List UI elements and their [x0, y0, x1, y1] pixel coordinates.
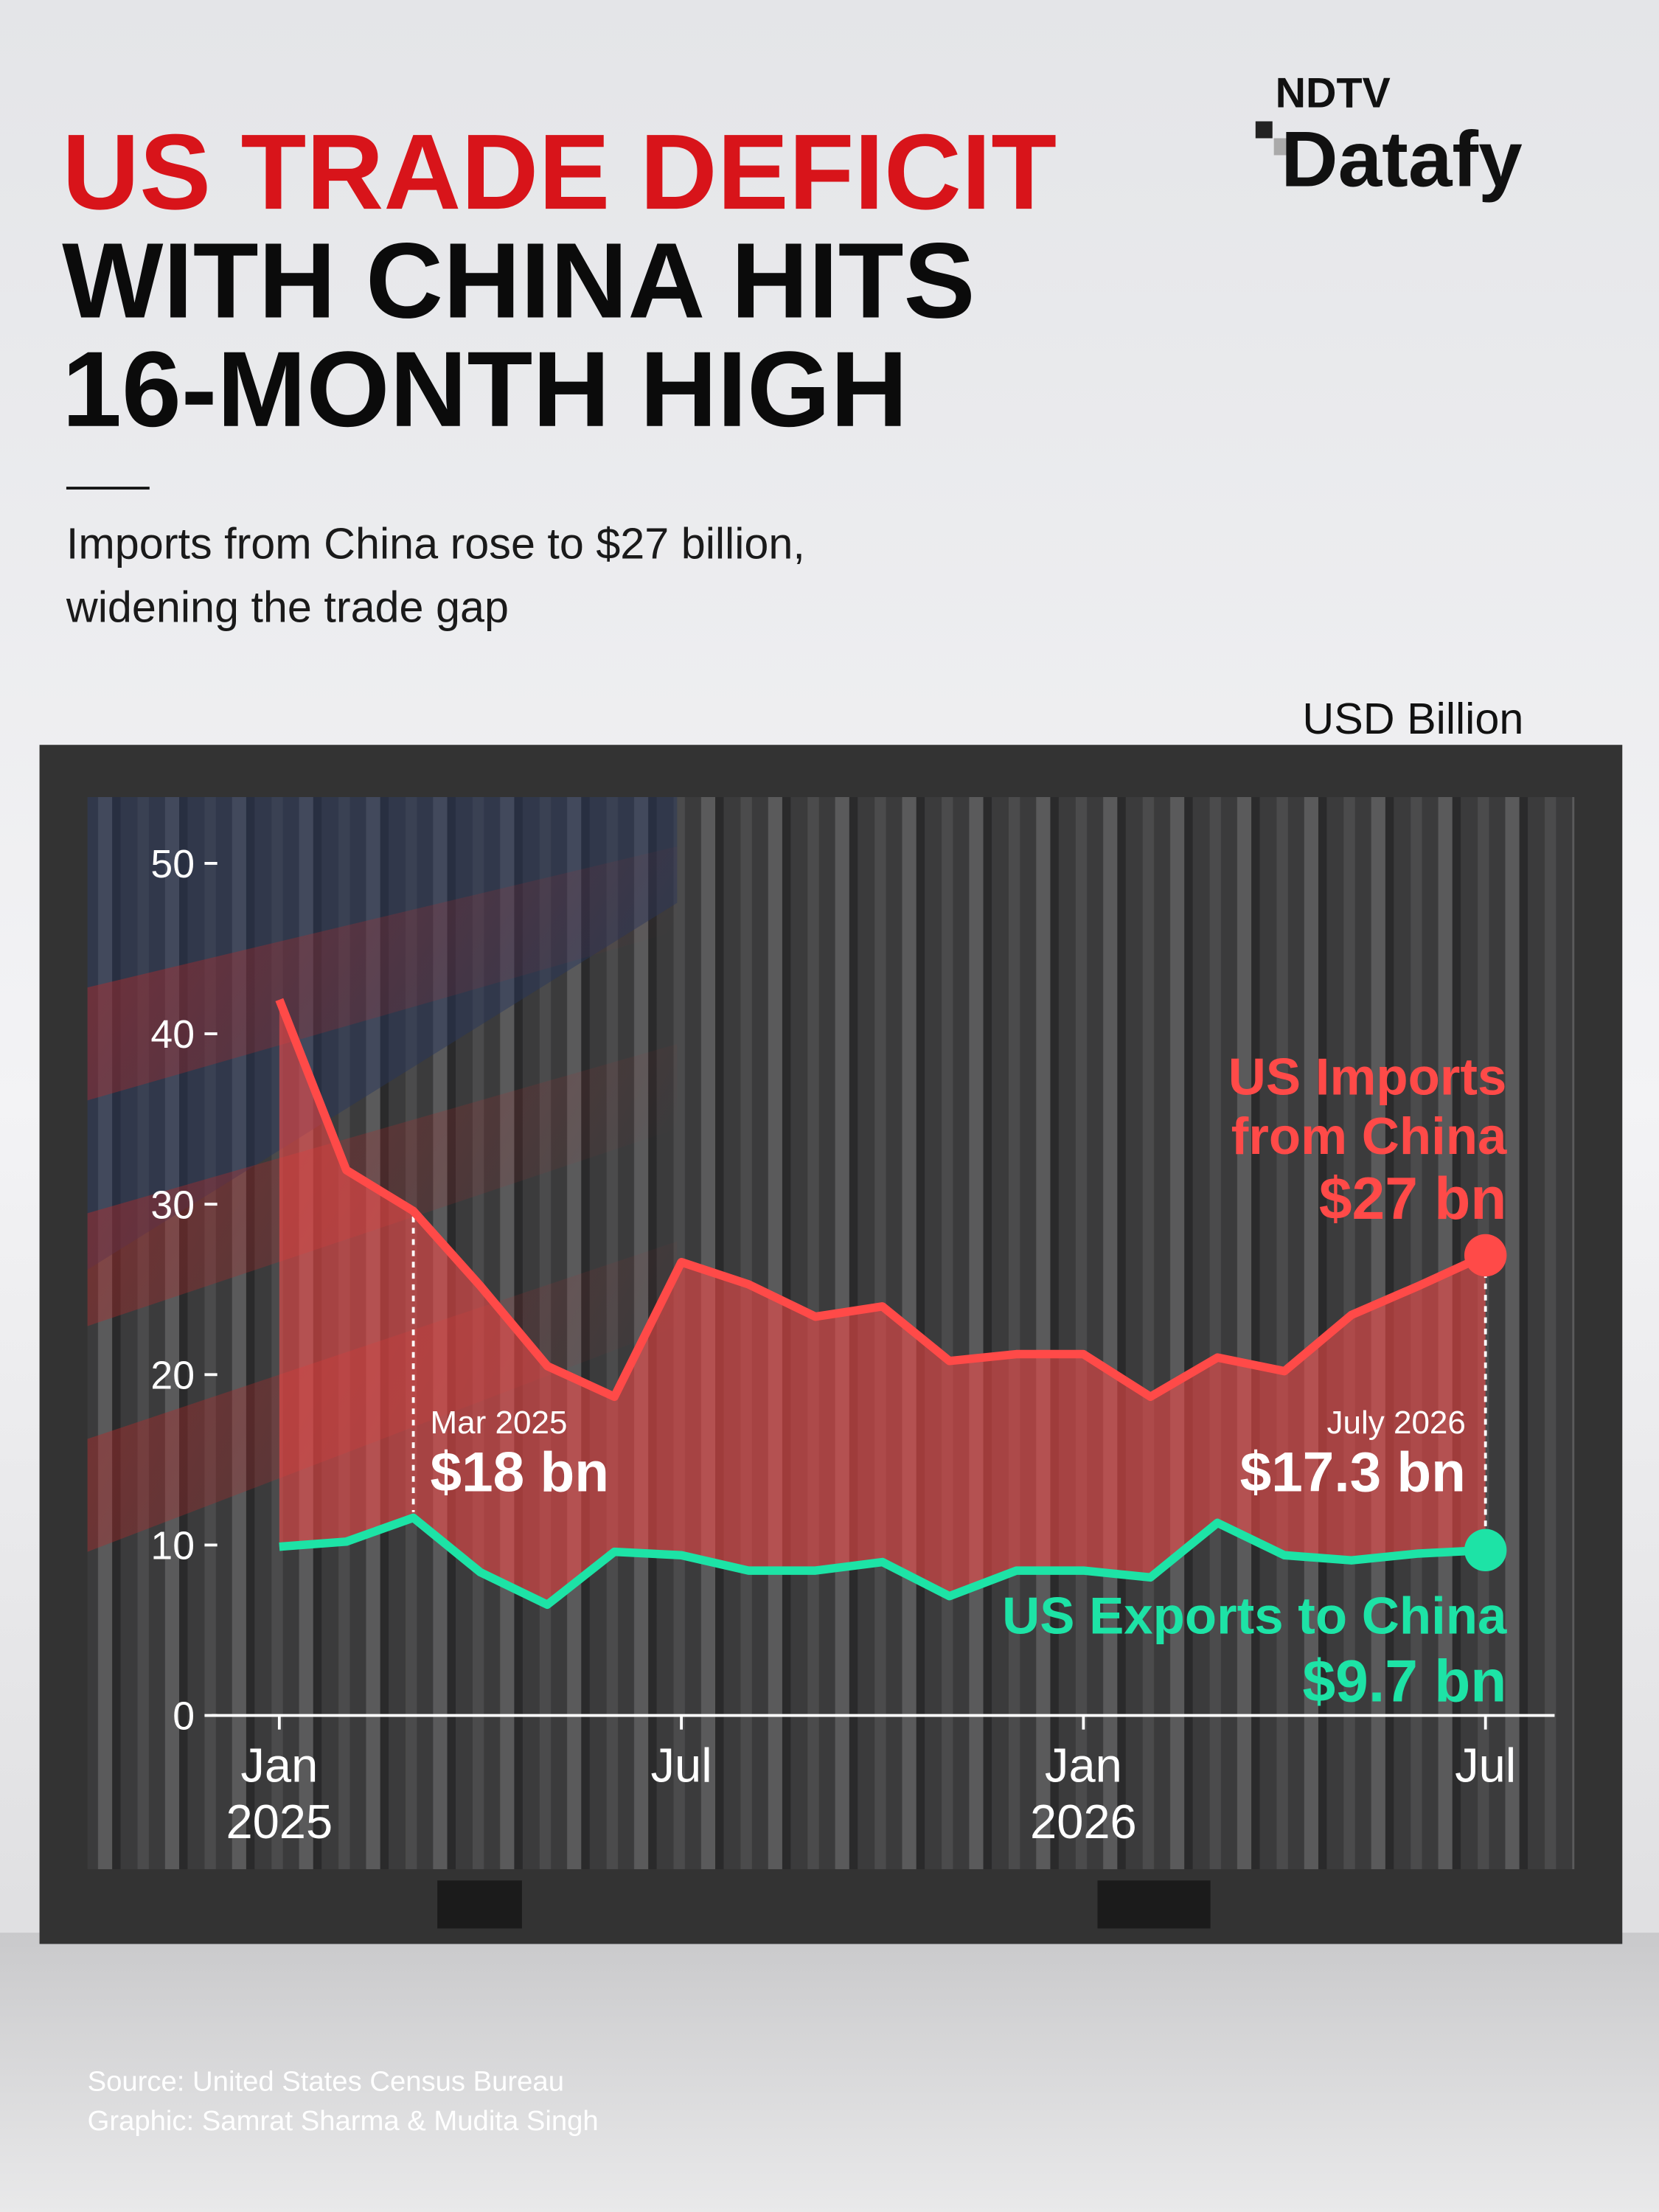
- logo-mark: [1255, 121, 1273, 139]
- forklift-slot: [437, 1880, 522, 1929]
- logo-mark: [1273, 138, 1291, 156]
- logo-top: NDTV: [1276, 69, 1391, 116]
- end-dot: [1464, 1234, 1507, 1277]
- y-tick-label: 40: [150, 1013, 195, 1057]
- x-tick-label: Jan 2026: [1030, 1738, 1137, 1848]
- y-tick-label: 20: [150, 1354, 195, 1397]
- source: Source: United States Census Bureau: [88, 2065, 564, 2097]
- forklift-slot: [1097, 1880, 1211, 1929]
- series-label: US Imports from China: [1228, 1048, 1507, 1166]
- x-tick-label: Jul: [1455, 1738, 1516, 1792]
- y-tick-label: 50: [150, 843, 195, 886]
- value-label: $9.7 bn: [1303, 1648, 1507, 1714]
- x-tick-label: Jan 2025: [226, 1738, 333, 1848]
- x-tick-label: Jul: [651, 1738, 712, 1792]
- subtitle-line: Imports from China rose to $27 billion,: [66, 519, 805, 568]
- annotation-label: Mar 2025: [431, 1405, 568, 1441]
- annotation-label: July 2026: [1327, 1405, 1466, 1441]
- unit-label: USD Billion: [1302, 694, 1523, 743]
- annotation-value: $18 bn: [431, 1441, 609, 1503]
- series-line: [279, 1513, 1486, 1610]
- value-label: $27 bn: [1319, 1166, 1507, 1232]
- flag-stripe: [87, 846, 678, 1101]
- annotation-value: $17.3 bn: [1240, 1441, 1466, 1503]
- title-line: WITH CHINA HITS: [62, 220, 975, 340]
- title-line: 16-MONTH HIGH: [62, 329, 908, 449]
- logo-bottom: Datafy: [1281, 115, 1522, 204]
- y-tick-label: 0: [173, 1695, 195, 1739]
- y-tick-label: 10: [150, 1525, 195, 1568]
- credit: Graphic: Samrat Sharma & Mudita Singh: [88, 2105, 599, 2137]
- flag-stripe: [87, 1043, 678, 1326]
- series-line: [275, 998, 1488, 1402]
- title-line: US TRADE DEFICIT: [62, 111, 1057, 232]
- subtitle-line: widening the trade gap: [66, 582, 509, 632]
- end-dot: [1464, 1528, 1507, 1572]
- floor: [0, 1933, 1659, 2212]
- gap-area: [279, 999, 1486, 1605]
- y-tick-label: 30: [150, 1183, 195, 1227]
- series-label: US Exports to China: [1002, 1587, 1507, 1646]
